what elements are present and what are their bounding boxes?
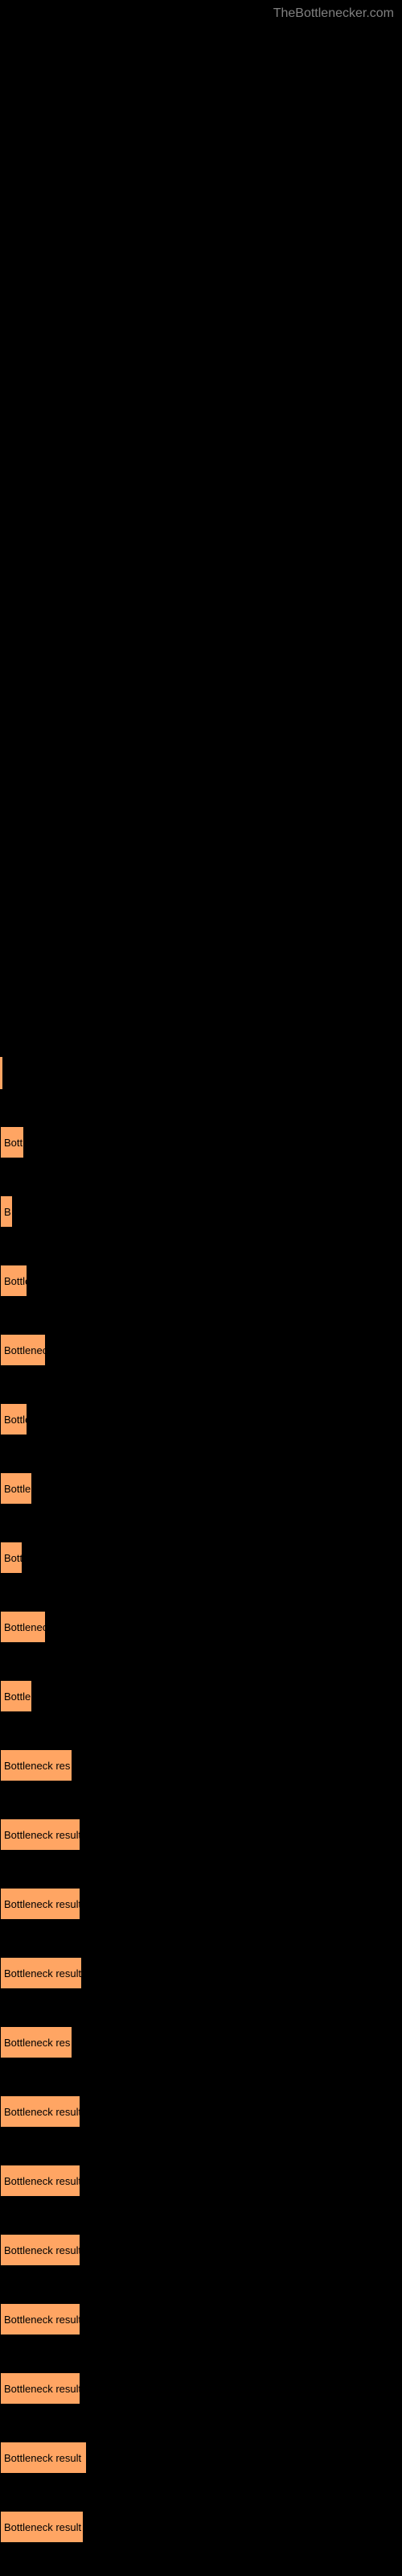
bar-row: Bottleneck res: [0, 2008, 402, 2077]
bar-row: [0, 1038, 402, 1108]
bar-label: Bottleneck result: [4, 2314, 80, 2326]
bar-label: Bottle: [4, 1137, 24, 1149]
chart-bar: Bottlene: [0, 1472, 32, 1505]
chart-bar: Bottleneck result: [0, 2372, 80, 2405]
bar-row: Bottleneck result: [0, 2215, 402, 2285]
bar-label: Bottleneck result: [4, 2106, 80, 2118]
bar-row: Bottleneck result: [0, 1869, 402, 1938]
bar-label: Bottleneck result: [4, 2383, 80, 2395]
chart-bar: Bottle: [0, 1126, 24, 1158]
bar-label: Bottlen: [4, 1414, 27, 1426]
bar-label: Bottleneck result: [4, 2244, 80, 2256]
bar-label: Bottleneck res: [4, 1760, 70, 1772]
bar-row: Bottlen: [0, 1246, 402, 1315]
chart-bar: Bottleneck result: [0, 2234, 80, 2266]
bar-label: Bottleneck result: [4, 1898, 80, 1910]
watermark: TheBottlenecker.com: [273, 6, 394, 21]
bar-row: Bottleneck result: [0, 2077, 402, 2146]
chart-bar: Bottleneck res: [0, 2026, 72, 2058]
chart-bar: Bottleneck result: [0, 2442, 87, 2474]
chart-bar: Bottleneck result: [0, 2511, 84, 2543]
bar-row: B: [0, 1177, 402, 1246]
bar-label: Bottl: [4, 1552, 23, 1564]
bar-label: Bottleneck result: [4, 1829, 80, 1841]
bar-row: Bottleneck res: [0, 1731, 402, 1800]
bar-label: Bottlen: [4, 1275, 27, 1287]
chart-bar: Bottleneck result: [0, 2303, 80, 2335]
bar-row: Bottlene: [0, 1662, 402, 1731]
bar-row: Bottleneck result: [0, 1800, 402, 1869]
chart-container: Bottle B Bottlen Bottleneck Bottlen Bottlene B…: [0, 0, 402, 2562]
bar-row: Bottleneck result: [0, 1938, 402, 2008]
chart-bar: Bottleneck result: [0, 2095, 80, 2128]
chart-bar: Bottleneck: [0, 1334, 46, 1366]
chart-bar: Bottleneck result: [0, 1957, 82, 1989]
chart-bar: Bottlene: [0, 1680, 32, 1712]
bar-row: Bottlene: [0, 1454, 402, 1523]
bar-label: Bottleneck result: [4, 2521, 81, 2533]
chart-bar: Bottleneck result: [0, 2165, 80, 2197]
bar-label: Bottlene: [4, 1690, 32, 1703]
bar-row: Bottl: [0, 1523, 402, 1592]
chart-bar: Bottleneck res: [0, 1749, 72, 1781]
chart-bar: Bottleneck result: [0, 1818, 80, 1851]
bar-row: Bottle: [0, 1108, 402, 1177]
bar-label: Bottleneck: [4, 1344, 46, 1356]
chart-bar: Bottleneck: [0, 1611, 46, 1643]
bar-row: Bottleneck result: [0, 2354, 402, 2423]
chart-bar: B: [0, 1195, 13, 1228]
bar-row: Bottleneck result: [0, 2285, 402, 2354]
chart-bar: [0, 1057, 2, 1089]
chart-bar: Bottlen: [0, 1265, 27, 1297]
bar-row: Bottleneck result: [0, 2146, 402, 2215]
chart-bar: Bottleneck result: [0, 1888, 80, 1920]
bar-label: Bottleneck res: [4, 2037, 70, 2049]
bar-label: Bottleneck result: [4, 2175, 80, 2187]
bar-label: Bottlene: [4, 1483, 32, 1495]
bar-row: Bottleneck: [0, 1592, 402, 1662]
bar-row: Bottlen: [0, 1385, 402, 1454]
bar-label: Bottleneck result: [4, 1967, 81, 1979]
bar-row: Bottleneck: [0, 1315, 402, 1385]
bar-label: Bottleneck: [4, 1621, 46, 1633]
bar-label: Bottleneck result: [4, 2452, 81, 2464]
bar-row: Bottleneck result: [0, 2423, 402, 2492]
chart-bar: Bottl: [0, 1542, 23, 1574]
bar-row: Bottleneck result: [0, 2492, 402, 2562]
bar-label: B: [4, 1206, 11, 1218]
chart-bar: Bottlen: [0, 1403, 27, 1435]
